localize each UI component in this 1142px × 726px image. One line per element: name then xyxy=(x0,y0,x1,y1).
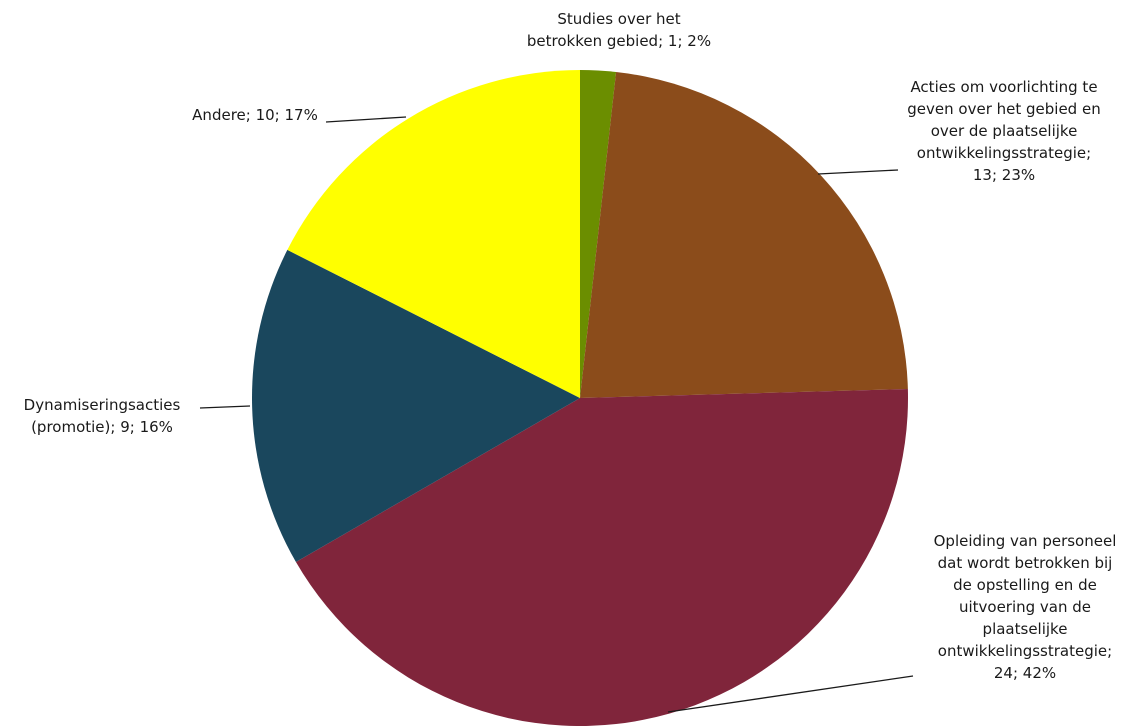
leader-line-acties-voorlichting xyxy=(817,169,899,175)
data-label-andere: Andere; 10; 17% xyxy=(192,106,318,124)
leader-line-opleiding-personeel xyxy=(667,675,914,713)
pie-slice-andere xyxy=(287,70,580,398)
leader-lines xyxy=(199,116,914,713)
data-label-acties-voorlichting: Acties om voorlichting te geven over het… xyxy=(907,78,1101,184)
data-label-studies: Studies over het betrokken gebied; 1; 2% xyxy=(526,10,712,50)
leader-line-dynamiseringsacties xyxy=(199,405,251,409)
data-label-opleiding-personeel: Opleiding van personeel dat wordt betrok… xyxy=(933,532,1117,682)
data-label-dynamiseringsacties: Dynamiseringsacties (promotie); 9; 16% xyxy=(23,396,181,436)
pie-slice-opleiding-personeel xyxy=(295,388,908,726)
pie-slice-acties-voorlichting xyxy=(580,71,908,399)
slices-layer xyxy=(251,70,908,726)
pie-slice-studies xyxy=(580,70,617,398)
leader-line-andere xyxy=(325,116,407,123)
pie-slice-dynamiseringsacties xyxy=(251,249,580,562)
